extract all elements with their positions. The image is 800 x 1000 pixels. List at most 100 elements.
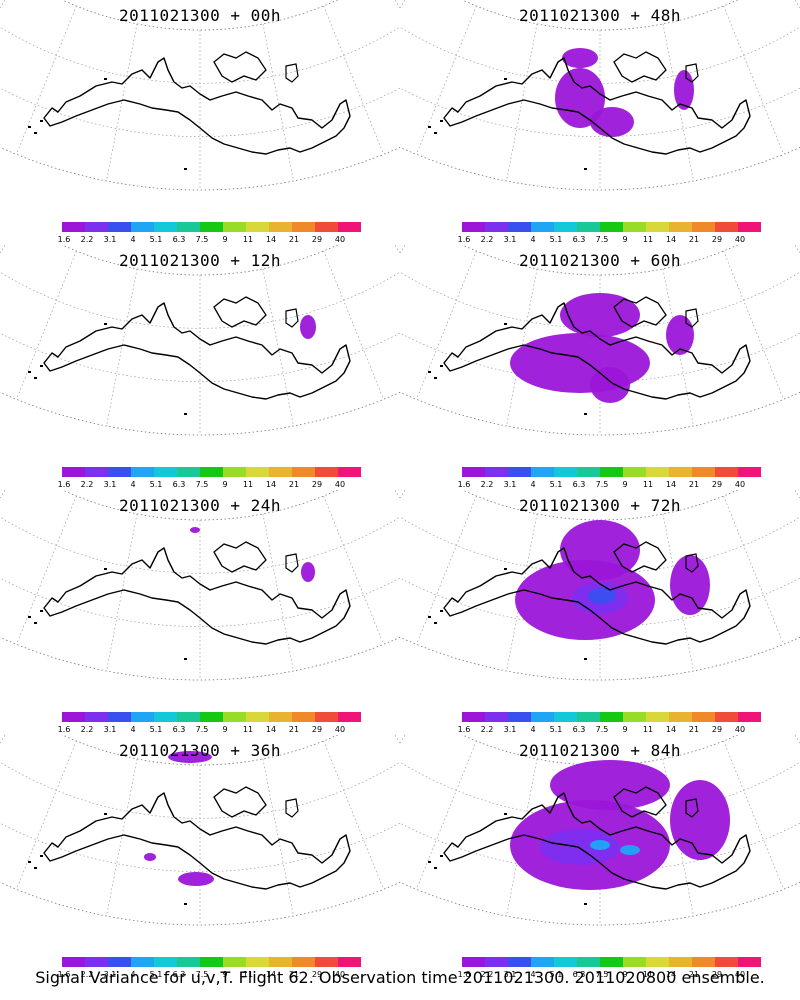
meridian-line bbox=[16, 250, 77, 400]
variance-area bbox=[674, 70, 694, 110]
colorbar-tick-label: 2.2 bbox=[480, 725, 494, 734]
meridian-line bbox=[506, 758, 538, 917]
arctic-islands bbox=[613, 51, 667, 83]
colorbar-swatch bbox=[62, 467, 85, 477]
colorbar-swatch bbox=[62, 222, 85, 232]
colorbar-tick-label: 1.6 bbox=[457, 725, 471, 734]
colorbar-tick-label: 6.3 bbox=[172, 970, 186, 979]
colorbar-tick-label: 11 bbox=[242, 235, 254, 244]
colorbar-swatch bbox=[200, 222, 223, 232]
greenland-outline bbox=[285, 553, 299, 573]
island-mark bbox=[440, 855, 443, 857]
colorbar-tick-label: 4 bbox=[530, 725, 536, 734]
colorbar-swatch bbox=[462, 222, 485, 232]
meridian-line bbox=[262, 268, 294, 427]
colorbar-swatch bbox=[154, 957, 177, 967]
island-mark bbox=[584, 168, 587, 170]
colorbar-swatch bbox=[85, 712, 108, 722]
colorbar-swatch bbox=[508, 467, 531, 477]
meridian-line bbox=[416, 740, 477, 890]
island-mark bbox=[40, 365, 43, 367]
colorbar-swatch bbox=[485, 222, 508, 232]
colorbar-swatch bbox=[292, 467, 315, 477]
colorbar-tick-label: 21 bbox=[288, 970, 300, 979]
parallel-line bbox=[0, 822, 400, 872]
colorbar bbox=[62, 467, 361, 477]
colorbar-swatch bbox=[738, 712, 761, 722]
map-svg bbox=[0, 0, 400, 191]
arctic-islands bbox=[213, 541, 267, 573]
colorbar-tick-label: 3.1 bbox=[503, 235, 517, 244]
colorbar-swatch bbox=[315, 957, 338, 967]
colorbar-tick-label: 1.6 bbox=[457, 970, 471, 979]
meridian-line bbox=[106, 23, 138, 182]
colorbar-tick-label: 5.1 bbox=[549, 480, 563, 489]
variance-area bbox=[301, 562, 315, 582]
greenland-outline bbox=[685, 798, 699, 818]
colorbar-tick-label: 1.6 bbox=[457, 235, 471, 244]
island-mark bbox=[40, 610, 43, 612]
coastline bbox=[443, 302, 751, 400]
island-mark bbox=[504, 813, 507, 815]
island-mark bbox=[104, 568, 107, 570]
island-mark bbox=[428, 126, 431, 128]
colorbar-swatch bbox=[600, 957, 623, 967]
colorbar-swatch bbox=[554, 222, 577, 232]
colorbar-swatch bbox=[600, 712, 623, 722]
meridian-line bbox=[323, 250, 384, 400]
colorbar-tick-label: 5.1 bbox=[549, 725, 563, 734]
meridian-line bbox=[662, 23, 694, 182]
colorbar-tick-label: 1.6 bbox=[457, 480, 471, 489]
colorbar-tick-label: 6.3 bbox=[172, 235, 186, 244]
coastline bbox=[443, 792, 751, 890]
island-mark bbox=[584, 413, 587, 415]
meridian-line bbox=[723, 5, 784, 155]
colorbar-tick-label: 9 bbox=[622, 725, 628, 734]
colorbar-tick-label: 6.3 bbox=[572, 725, 586, 734]
colorbar-swatch bbox=[223, 222, 246, 232]
colorbar-swatch bbox=[577, 957, 600, 967]
island-mark bbox=[28, 616, 31, 618]
meridian-line bbox=[323, 740, 384, 890]
colorbar-swatch bbox=[85, 467, 108, 477]
map-svg bbox=[400, 490, 800, 681]
colorbar-tick-label: 11 bbox=[642, 725, 654, 734]
island-mark bbox=[34, 377, 37, 379]
colorbar-tick-label: 6.3 bbox=[172, 725, 186, 734]
panel-title: 2011021300 + 72h bbox=[518, 496, 682, 515]
map-panel: 2011021300 + 24h 1.6 2.2 3.1 4 5.1 6.3 7.5 9 11 14… bbox=[0, 490, 400, 735]
colorbar-tick-label: 40 bbox=[734, 725, 746, 734]
colorbar-tick-label: 11 bbox=[242, 725, 254, 734]
colorbar-tick-label: 5.1 bbox=[149, 725, 163, 734]
colorbar-swatch bbox=[508, 222, 531, 232]
colorbar-tick-label: 7.5 bbox=[595, 235, 609, 244]
island-mark bbox=[104, 813, 107, 815]
colorbar-swatch bbox=[338, 222, 361, 232]
variance-area bbox=[620, 845, 640, 855]
colorbar bbox=[462, 957, 761, 967]
island-mark bbox=[440, 610, 443, 612]
meridian-line bbox=[262, 23, 294, 182]
colorbar-tick-label: 3.1 bbox=[103, 480, 117, 489]
colorbar-tick-label: 4 bbox=[530, 480, 536, 489]
colorbar-swatch bbox=[85, 222, 108, 232]
colorbar-tick-label: 5.1 bbox=[149, 970, 163, 979]
map-panel: 2011021300 + 60h 1.6 2.2 3.1 4 5.1 6.3 7.5 9 11 14… bbox=[400, 245, 800, 490]
colorbar-tick-label: 11 bbox=[642, 235, 654, 244]
colorbar-swatch bbox=[646, 222, 669, 232]
colorbar-swatch bbox=[200, 712, 223, 722]
arctic-islands bbox=[213, 296, 267, 328]
map-panel: 2011021300 + 48h 1.6 2.2 3.1 4 5.1 6.3 7.5 9 11 14… bbox=[400, 0, 800, 245]
colorbar-swatch bbox=[715, 222, 738, 232]
island-mark bbox=[184, 413, 187, 415]
variance-area bbox=[190, 527, 200, 533]
colorbar-swatch bbox=[692, 957, 715, 967]
variance-area bbox=[560, 520, 640, 580]
colorbar-swatch bbox=[738, 467, 761, 477]
variance-area bbox=[590, 840, 610, 850]
colorbar-swatch bbox=[154, 712, 177, 722]
colorbar-tick-label: 11 bbox=[642, 480, 654, 489]
meridian-line bbox=[416, 250, 477, 400]
colorbar-swatch bbox=[600, 222, 623, 232]
island-mark bbox=[428, 616, 431, 618]
